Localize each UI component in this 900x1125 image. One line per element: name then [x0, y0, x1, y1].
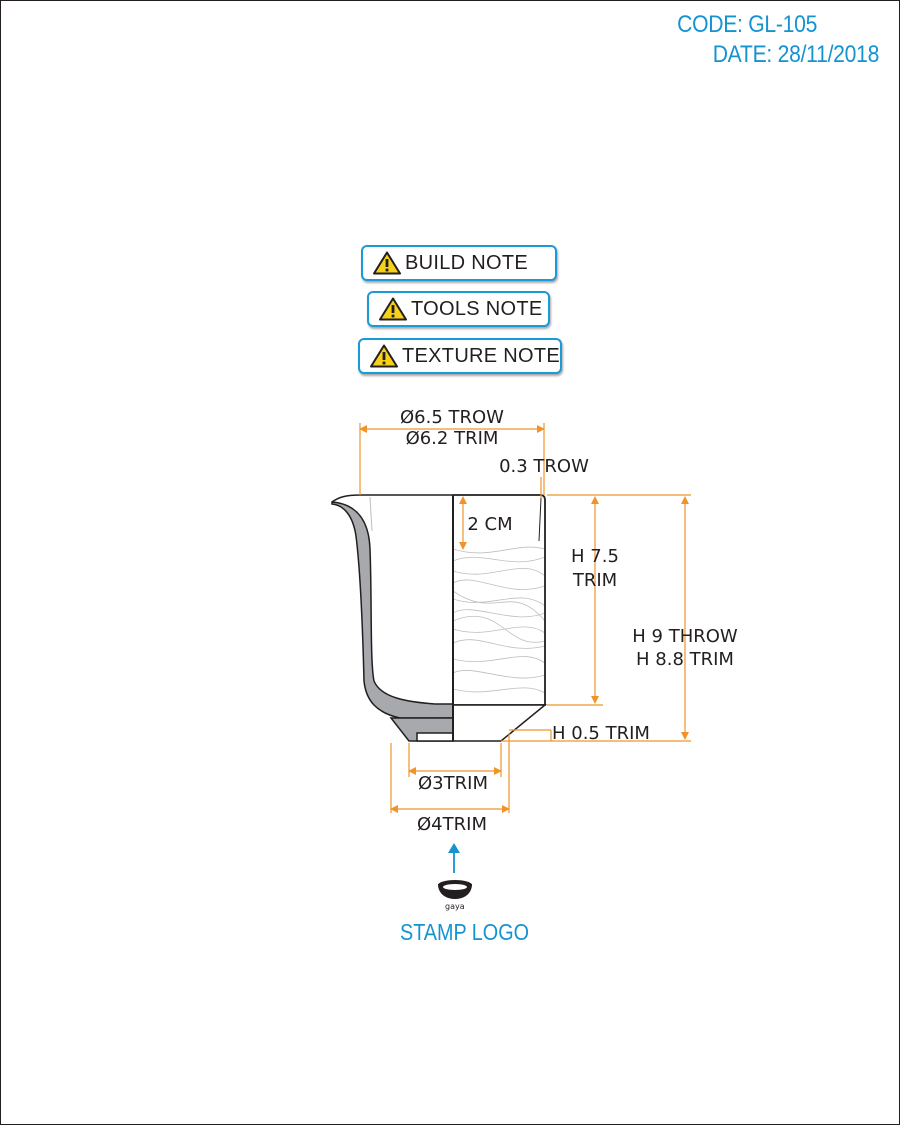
stamp-logo-caption: STAMP LOGO — [400, 919, 529, 945]
inner-thin-line — [369, 496, 373, 532]
build-note-label: BUILD NOTE — [405, 251, 529, 274]
stamp-logo-text: gaya — [445, 902, 465, 911]
texture-lines — [453, 546, 545, 694]
dimension-lines — [359, 423, 691, 813]
tools-note-button[interactable]: TOOLS NOTE — [367, 291, 550, 327]
dim-foot-height: H 0.5 TRIM — [552, 723, 650, 744]
warning-icon — [379, 297, 407, 321]
stamp-logo-icon — [438, 880, 472, 899]
jug-exterior — [452, 494, 548, 742]
dim-rim-band: 2 CM — [467, 514, 512, 535]
stamp-arrow — [448, 843, 460, 873]
warning-icon — [373, 251, 401, 275]
dim-wall-thickness: 0.3 TROW — [499, 456, 589, 477]
dim-height-trim-line2: TRIM — [572, 570, 617, 591]
dim-foot-inner: Ø3TRIM — [418, 773, 488, 794]
dim-top-diameter-throw: Ø6.5 TROW — [400, 407, 504, 428]
dim-top-diameter-trim: Ø6.2 TRIM — [406, 428, 499, 449]
jug-outline — [453, 494, 546, 706]
product-code: CODE: GL-105 — [676, 11, 817, 38]
dim-foot-outer: Ø4TRIM — [417, 814, 487, 835]
jug-foot-exterior — [453, 704, 548, 742]
jug-spout-rim — [331, 494, 453, 503]
tools-note-label: TOOLS NOTE — [411, 297, 543, 320]
dim-height-trim-line1: H 7.5 — [571, 546, 619, 567]
dim-height-throw: H 9 THROW — [632, 626, 738, 647]
foot-recess — [416, 732, 454, 742]
jug-cross-section — [331, 494, 454, 742]
build-note-button[interactable]: BUILD NOTE — [361, 245, 557, 281]
texture-note-button[interactable]: TEXTURE NOTE — [358, 338, 562, 374]
drawing-date: DATE: 28/11/2018 — [712, 41, 880, 68]
dim-height-trim-total: H 8.8 TRIM — [636, 649, 734, 670]
texture-note-label: TEXTURE NOTE — [402, 344, 561, 367]
jug-wall-section — [331, 501, 454, 719]
warning-icon — [370, 344, 398, 368]
wall-offset-line — [538, 497, 542, 542]
